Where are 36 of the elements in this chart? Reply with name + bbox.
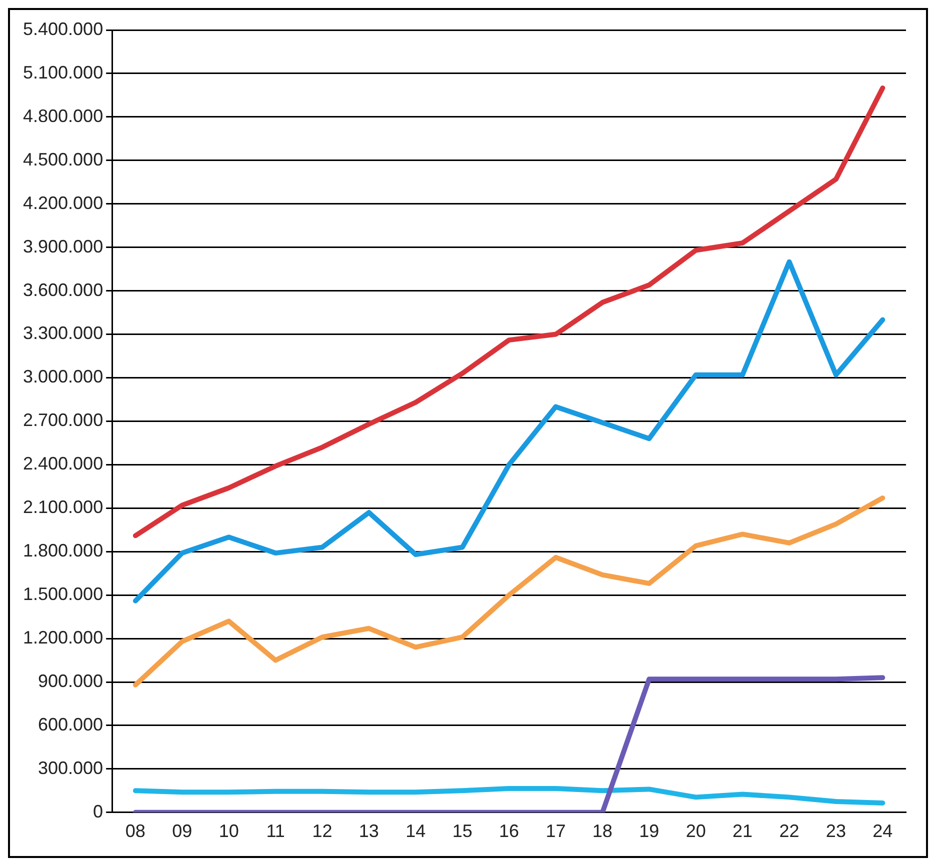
y-tick-label: 2.100.000 <box>23 497 104 518</box>
y-tick-label: 1.200.000 <box>23 628 104 648</box>
y-tick-label: 0 <box>93 801 104 822</box>
y-tick-label: 1.500.000 <box>23 584 104 604</box>
y-tick-label: 4.800.000 <box>23 106 104 126</box>
y-tick-label: 3.300.000 <box>23 323 104 344</box>
x-tick-label: 22 <box>779 821 800 842</box>
x-tick-label: 17 <box>546 821 566 842</box>
x-tick-label: 10 <box>218 821 239 842</box>
y-tick-label: 600.000 <box>38 714 104 734</box>
y-tick-label: 5.400.000 <box>23 18 104 39</box>
y-tick-label: 900.000 <box>38 670 104 691</box>
x-tick-label: 20 <box>686 821 706 842</box>
x-tick-label: 08 <box>125 821 146 842</box>
y-tick-label: 300.000 <box>38 758 104 778</box>
x-tick-label: 13 <box>358 821 379 842</box>
x-tick-label: 15 <box>452 821 472 842</box>
x-tick-label: 23 <box>826 821 846 842</box>
y-tick-label: 5.100.000 <box>23 62 104 82</box>
x-tick-label: 19 <box>639 821 660 842</box>
x-tick-label: 24 <box>872 821 893 842</box>
x-tick-label: 21 <box>732 821 753 842</box>
y-tick-label: 4.500.000 <box>23 149 104 170</box>
y-tick-label: 2.400.000 <box>23 454 104 474</box>
x-tick-label: 12 <box>312 821 332 842</box>
x-tick-label: 14 <box>406 821 426 842</box>
x-tick-label: 09 <box>172 821 192 842</box>
y-tick-label: 3.600.000 <box>23 280 104 300</box>
x-tick-label: 16 <box>499 821 520 842</box>
y-tick-label: 3.900.000 <box>23 236 104 256</box>
y-tick-label: 2.700.000 <box>23 410 104 430</box>
y-tick-label: 3.000.000 <box>23 366 104 387</box>
x-tick-label: 18 <box>592 821 612 842</box>
y-tick-label: 1.800.000 <box>23 540 104 561</box>
y-tick-label: 4.200.000 <box>23 192 104 213</box>
x-tick-label: 11 <box>266 821 285 842</box>
